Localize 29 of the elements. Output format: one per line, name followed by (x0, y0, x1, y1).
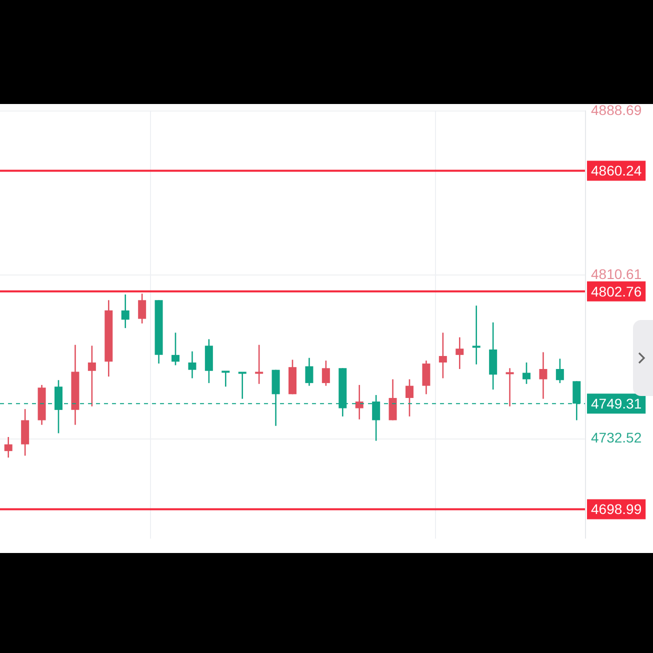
candlestick (456, 336, 464, 370)
candlestick (138, 292, 146, 324)
candlestick (4, 436, 12, 458)
candlestick (172, 332, 180, 366)
candlestick (472, 304, 480, 366)
ref-line-label: 4749.31 (591, 395, 642, 412)
candlestick (255, 344, 264, 385)
candlestick (539, 352, 548, 400)
candlestick (88, 345, 96, 408)
candlestick (406, 378, 414, 418)
ref-line-label: 4802.76 (591, 283, 642, 300)
candlestick (506, 368, 514, 408)
y-tick-label: 4888.69 (591, 102, 642, 118)
candlestick (556, 358, 564, 384)
candlestick (188, 350, 196, 379)
candlestick (322, 360, 330, 386)
candlestick (305, 357, 314, 386)
y-tick-label: 4810.61 (591, 266, 642, 282)
candlestick (238, 372, 246, 400)
candlestick (355, 384, 364, 420)
candlestick (222, 370, 230, 388)
candlestick (522, 362, 530, 385)
y-tick-label: 4732.52 (591, 430, 642, 446)
ref-line-label: 4860.24 (591, 162, 642, 179)
ref-line-label: 4698.99 (591, 501, 642, 518)
candlestick (121, 294, 130, 329)
candlestick (388, 378, 397, 421)
candlestick (422, 360, 430, 395)
candlestick (438, 332, 447, 379)
